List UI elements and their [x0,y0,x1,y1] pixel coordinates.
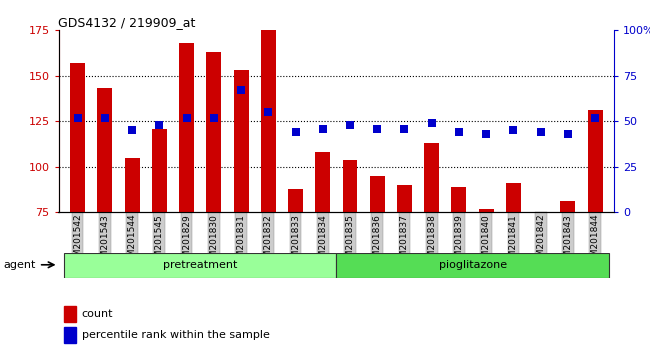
Point [399,126,410,131]
Bar [560,201,575,212]
Bar [152,129,167,212]
Bar [64,306,76,321]
Text: pioglitazone: pioglitazone [439,261,506,270]
Text: percentile rank within the sample: percentile rank within the sample [82,330,270,341]
Point [72,115,83,120]
Point [318,126,328,131]
Text: GDS4132 / 219909_at: GDS4132 / 219909_at [58,16,196,29]
Bar [424,143,439,212]
Point [154,122,164,128]
Point [209,115,219,120]
Bar [343,160,358,212]
Bar [452,187,467,212]
Point [127,127,137,133]
Point [590,115,601,120]
Point [291,129,301,135]
Point [372,126,382,131]
Point [508,127,519,133]
Point [344,122,355,128]
Bar [288,189,303,212]
Point [181,115,192,120]
Bar [70,63,85,212]
Bar [261,30,276,212]
Bar [370,176,385,212]
Point [236,87,246,93]
Bar [98,88,112,212]
Bar [397,185,412,212]
Bar [506,183,521,212]
Point [263,109,274,115]
Bar [64,253,337,278]
Text: pretreatment: pretreatment [163,261,237,270]
Bar [206,52,221,212]
Text: agent: agent [3,260,36,270]
Bar [179,43,194,212]
Text: count: count [82,309,113,319]
Bar [478,209,494,212]
Point [563,131,573,137]
Bar [315,152,330,212]
Bar [337,253,609,278]
Point [454,129,464,135]
Bar [233,70,248,212]
Bar [64,327,76,343]
Point [536,129,546,135]
Bar [588,110,603,212]
Point [99,115,110,120]
Bar [125,158,140,212]
Point [481,131,491,137]
Point [426,120,437,126]
